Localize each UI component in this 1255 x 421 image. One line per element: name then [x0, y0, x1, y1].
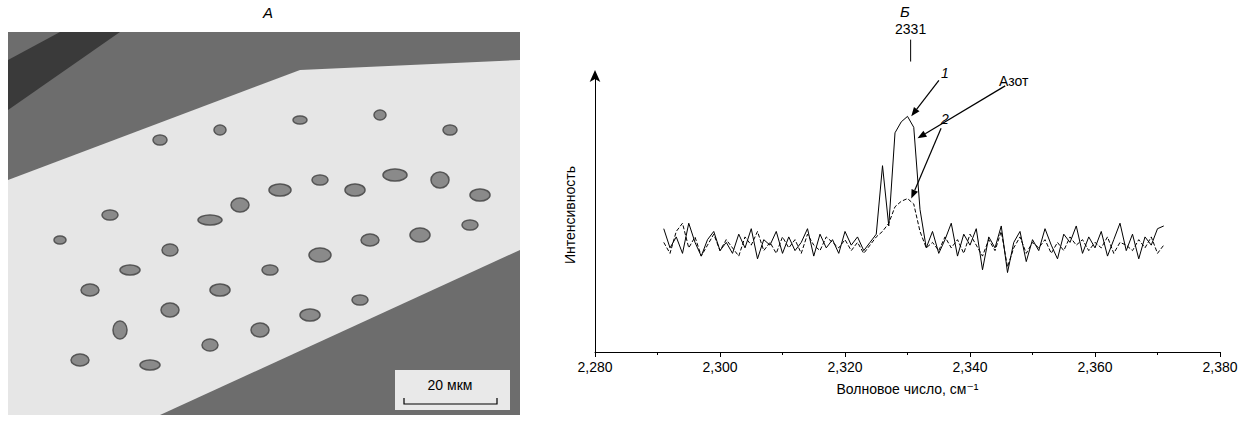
- svg-text:Интенсивность: Интенсивность: [562, 166, 578, 264]
- svg-text:Азот: Азот: [999, 72, 1029, 89]
- svg-text:2,320: 2,320: [827, 359, 862, 375]
- svg-text:Волновое число, см⁻¹: Волновое число, см⁻¹: [837, 381, 979, 397]
- svg-text:2,300: 2,300: [702, 359, 737, 375]
- svg-text:Б: Б: [900, 3, 910, 20]
- svg-text:2331: 2331: [895, 21, 926, 37]
- svg-text:2: 2: [940, 111, 949, 127]
- svg-text:2,340: 2,340: [952, 359, 987, 375]
- svg-text:А: А: [262, 4, 273, 21]
- svg-text:20 мкм: 20 мкм: [428, 377, 473, 393]
- svg-text:2,380: 2,380: [1202, 359, 1237, 375]
- svg-text:2,280: 2,280: [577, 359, 612, 375]
- svg-text:2,360: 2,360: [1077, 359, 1112, 375]
- svg-text:1: 1: [941, 65, 949, 81]
